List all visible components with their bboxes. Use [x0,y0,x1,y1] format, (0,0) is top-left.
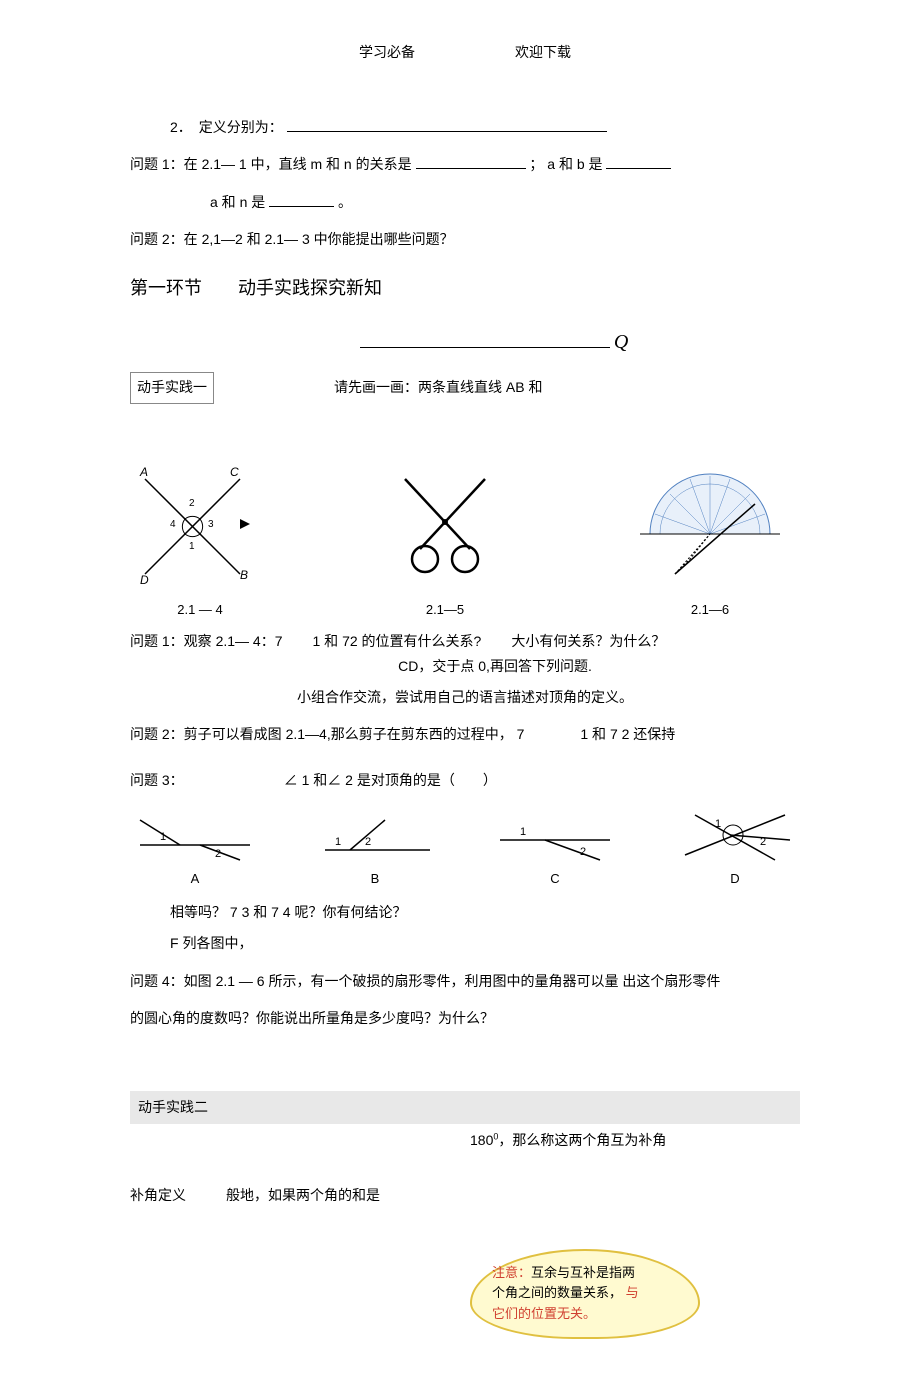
blank-3 [269,193,334,207]
q1-end: 。 [338,194,352,210]
caption-2-1-5: 2.1—5 [380,598,510,621]
svg-text:1: 1 [715,818,721,830]
item2-text: 2． 定义分别为： [170,119,283,135]
q-letter: Q [614,331,628,353]
option-c: 1 2 C [490,805,620,890]
opt-a-label: A [130,867,260,890]
svg-text:2: 2 [189,498,195,509]
svg-text:1: 1 [160,831,166,843]
svg-text:2: 2 [215,848,221,860]
figure-2-1-5: 2.1—5 [380,464,510,621]
group-discuss: 小组合作交流，尝试用自己的语言描述对顶角的定义。 [130,685,800,710]
obs-q4-line2: 的圆心角的度数吗？你能说出所量角是多少度吗？为什么？ [130,1006,800,1031]
q1-line2-text: a 和 n 是 [210,194,265,210]
obs-q3-row: 问题 3： ∠ 1 和∠ 2 是对顶角的是（ ） [130,768,800,793]
svg-text:1: 1 [189,541,195,552]
section-1-title: 第一环节 动手实践探究新知 [130,272,800,304]
obs-q3-text: ∠ 1 和∠ 2 是对顶角的是（ ） [284,768,497,793]
obs-q1-mid: 1 和 72 的位置有什么关系? [313,629,482,654]
caption-2-1-4: 2.1 — 4 [130,598,270,621]
practice-1-box: 动手实践一 [130,372,214,403]
svg-text:4: 4 [170,519,176,530]
f-line: F 列各图中， [130,931,800,956]
figure-2-1-4: A C B D 2 3 1 4 2.1 — 4 [130,464,270,621]
question-2: 问题 2：在 2,1—2 和 2.1— 3 中你能提出哪些问题？ [130,227,800,252]
svg-text:1: 1 [335,836,341,848]
obs-q1-right: 大小有何关系？为什么？ [511,629,665,654]
blank-2 [606,155,671,169]
q1-mid: ； a 和 b 是 [529,156,602,172]
equal-line: 相等吗？ 7 3 和 7 4 呢？你有何结论？ [130,900,800,925]
svg-text:2: 2 [760,836,766,848]
opt-b-label: B [310,867,440,890]
note-text2: 个角之间的数量关系， [492,1285,622,1300]
angle-180: 180 [470,1132,493,1148]
practice-2-text: 动手实践二 [138,1099,208,1115]
supp-def-row: 补角定义 般地，如果两个角的和是 [130,1183,800,1208]
figures-row: A C B D 2 3 1 4 2.1 — 4 2.1—5 [130,464,800,621]
angle-180-text: ，那么称这两个角互为补角 [498,1132,666,1148]
option-d: 1 2 D [670,805,800,890]
note-cloud: 注意：互余与互补是指两 个角之间的数量关系， 与 它们的位置无关。 [470,1249,700,1339]
svg-text:D: D [140,573,149,587]
section1-text: 第一环节 动手实践探究新知 [130,278,382,298]
blank-1 [416,155,526,169]
svg-text:2: 2 [580,846,586,858]
opt-d-label: D [670,867,800,890]
obs-q4: 问题 4：如图 2.1 — 6 所示，有一个破损的扇形零件，利用图中的量角器可以… [130,969,800,994]
svg-text:3: 3 [208,519,214,530]
protractor-diagram [620,464,800,594]
svg-text:1: 1 [520,826,526,838]
question-1-line1: 问题 1：在 2.1— 1 中，直线 m 和 n 的关系是 ； a 和 b 是 [130,152,800,177]
q1-part1: 问题 1：在 2.1— 1 中，直线 m 和 n 的关系是 [130,156,412,172]
obs-q1: 问题 1：观察 2.1— 4：7 [130,629,283,654]
note-prefix: 注意： [492,1265,531,1280]
header-right: 欢迎下载 [515,40,571,65]
intersecting-lines-diagram: A C B D 2 3 1 4 [130,464,270,594]
svg-text:A: A [139,465,148,479]
q-line: Q [130,324,800,360]
definition-line: 2． 定义分别为： [130,115,800,140]
note-text3: 与 [626,1285,639,1300]
option-b: 1 2 B [310,805,440,890]
angle-180-line: 1800，那么称这两个角互为补角 [470,1128,800,1153]
observe-row: 问题 1：观察 2.1— 4：7 1 和 72 的位置有什么关系? 大小有何关系… [130,629,800,654]
practice-2-band: 动手实践二 [130,1091,800,1124]
practice-1-row: 动手实践一 请先画一画：两条直线直线 AB 和 [130,372,800,403]
q2-text: 问题 2：在 2,1—2 和 2.1— 3 中你能提出哪些问题？ [130,231,454,247]
blank-q [360,334,610,348]
blank-long [287,118,607,132]
header-left: 学习必备 [359,40,415,65]
obs-q2: 问题 2：剪子可以看成图 2.1—4,那么剪子在剪东西的过程中， 7 1 和 7… [130,722,800,747]
note-text4: 它们的位置无关。 [492,1306,596,1321]
cd-line: CD，交于点 0,再回答下列问题. [190,654,800,679]
obs-q3-label: 问题 3： [130,768,184,793]
svg-text:2: 2 [365,836,371,848]
supp-def-label: 补角定义 [130,1183,186,1208]
option-a: 1 2 A [130,805,260,890]
opt-c-label: C [490,867,620,890]
options-row: 1 2 A 1 2 B 1 2 C 1 2 D [130,805,800,890]
svg-text:C: C [230,465,239,479]
supp-def-text: 般地，如果两个角的和是 [226,1183,380,1208]
svg-text:B: B [240,568,248,582]
caption-2-1-6: 2.1—6 [620,598,800,621]
practice-1-text: 请先画一画：两条直线直线 AB 和 [334,375,542,400]
figure-2-1-6: 2.1—6 [620,464,800,621]
note-text1: 互余与互补是指两 [531,1265,635,1280]
scissors-icon [380,464,510,594]
question-1-line2: a 和 n 是 。 [130,190,800,215]
